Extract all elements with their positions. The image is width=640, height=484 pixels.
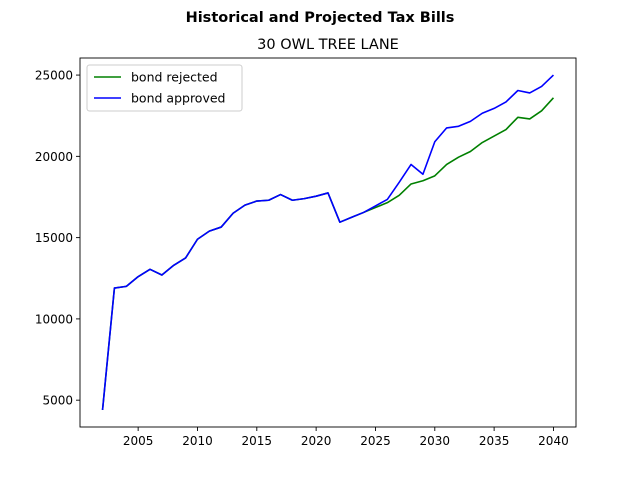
chart-title: 30 OWL TREE LANE — [257, 37, 399, 53]
legend-label: bond approved — [131, 91, 225, 106]
series-line-bond-approved — [101, 74, 555, 411]
x-tick-label: 2025 — [360, 434, 391, 448]
legend-box — [86, 64, 243, 112]
chart-suptitle: Historical and Projected Tax Bills — [186, 10, 455, 26]
x-tick-label: 2005 — [123, 434, 154, 448]
y-tick-label: 25000 — [35, 69, 73, 83]
y-tick-label: 15000 — [35, 231, 73, 245]
x-tick-label: 2015 — [242, 434, 273, 448]
x-tick-label: 2010 — [182, 434, 213, 448]
y-tick-label: 20000 — [35, 150, 73, 164]
x-tick-label: 2030 — [420, 434, 451, 448]
legend: bond rejected bond approved — [86, 64, 243, 112]
x-tick-label: 2035 — [479, 434, 510, 448]
x-tick-label: 2020 — [301, 434, 332, 448]
y-tick-label: 5000 — [42, 394, 73, 408]
y-tick-label: 10000 — [35, 312, 73, 326]
x-tick-label: 2040 — [538, 434, 569, 448]
plot-area: 2005 2010 2015 2020 2025 2030 2035 2040 5000 1000… — [35, 57, 577, 448]
legend-label: bond rejected — [131, 70, 218, 85]
axes-frame — [79, 57, 577, 428]
